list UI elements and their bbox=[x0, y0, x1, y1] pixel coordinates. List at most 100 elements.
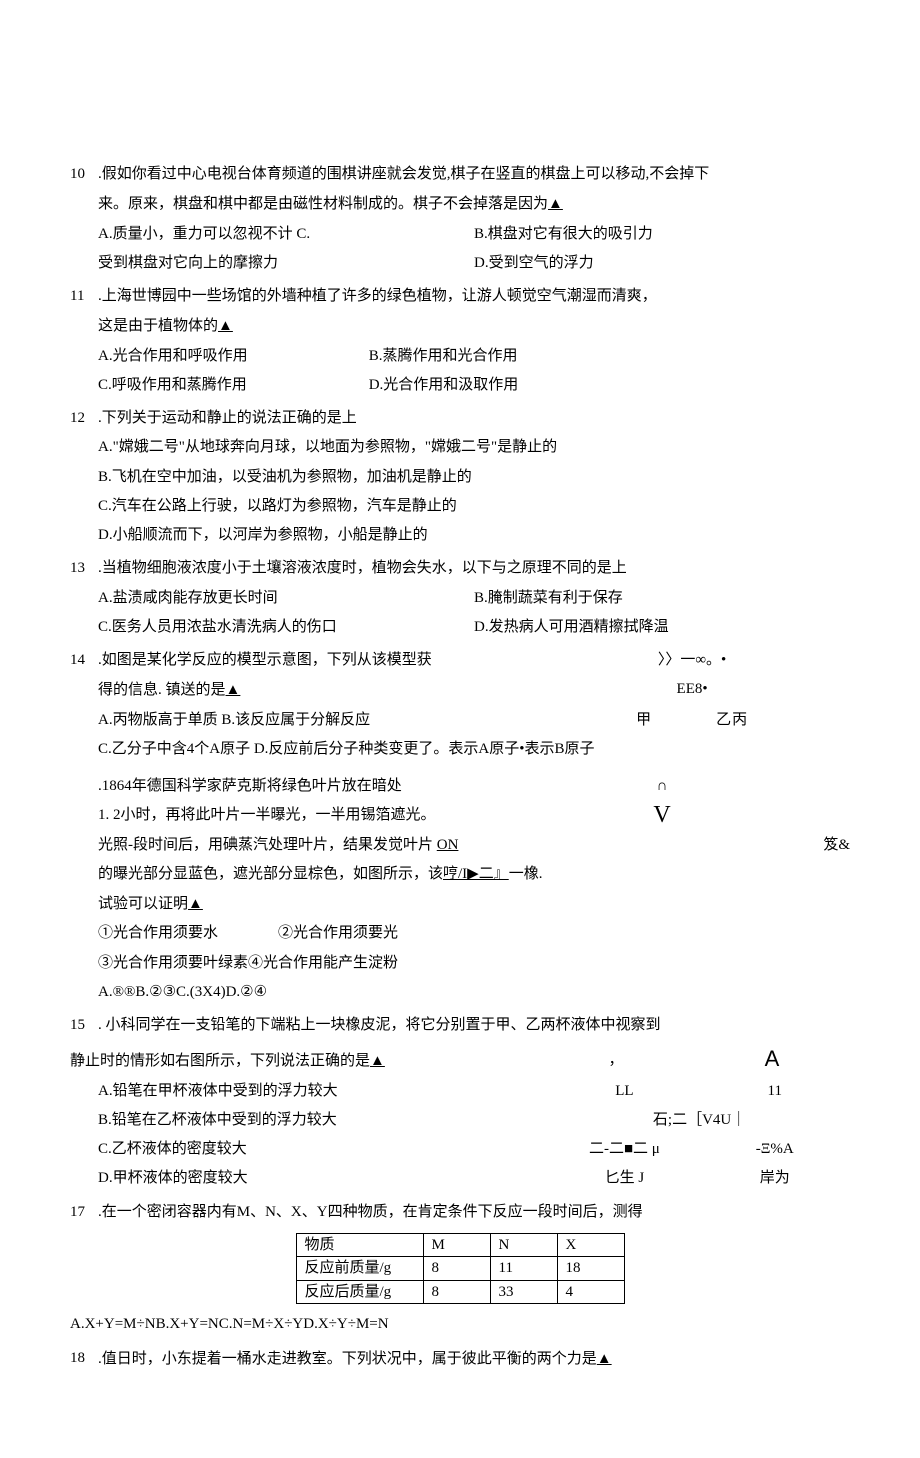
q16-r2a: ， bbox=[538, 1046, 694, 1076]
q16-number: 15 bbox=[70, 1011, 98, 1040]
q10-opt-d: D.受到空气的浮力 bbox=[474, 249, 850, 278]
q10-opts-row1: A.质量小，重力可以忽视不计 C. B.棋盘对它有很大的吸引力 bbox=[98, 220, 850, 249]
q16-rd2: 岸为 bbox=[700, 1164, 850, 1193]
cell: X bbox=[557, 1233, 624, 1257]
q13-number: 13 bbox=[70, 554, 98, 583]
q15a-choices: A.®®B.②③C.(3X4)D.②④ bbox=[98, 978, 850, 1007]
q16-ra2: 11 bbox=[700, 1077, 850, 1106]
q17-table: 物质 M N X 反应前质量/g 8 11 18 反应后质量/g 8 33 4 bbox=[296, 1233, 625, 1305]
q16-line2: 静止时的情形如右图所示，下列说法正确的是▲ ， A bbox=[70, 1046, 850, 1076]
question-16: 15 . 小科同学在一支铅笔的下端粘上一块橡皮泥，将它分别置于甲、乙两杯液体中视… bbox=[70, 1011, 850, 1194]
q13-opt-a: A.盐渍咸肉能存放更长时间 bbox=[98, 584, 474, 613]
q13-opt-c: C.医务人员用浓盐水清洗病人的伤口 bbox=[98, 613, 474, 642]
q18-number: 18 bbox=[70, 1344, 98, 1374]
q14-text1: .如图是某化学反应的模型示意图，下列从该模型获 bbox=[98, 646, 534, 675]
q16-rc2: -Ξ%A bbox=[700, 1135, 850, 1164]
q12-opt-d: D.小船顺流而下，以河岸为参照物，小船是静止的 bbox=[98, 521, 850, 550]
q10-opt-b: B.棋盘对它有很大的吸引力 bbox=[474, 220, 850, 249]
cell: 反应前质量/g bbox=[296, 1257, 423, 1281]
cell: 4 bbox=[557, 1280, 624, 1304]
q15a-right3: 笈& bbox=[790, 831, 850, 860]
question-13: 13 .当植物细胞液浓度小于土壤溶液浓度时，植物会失水，以下与之原理不同的是上 … bbox=[70, 554, 850, 642]
q12-opt-c: C.汽车在公路上行驶，以路灯为参照物，汽车是静止的 bbox=[98, 492, 850, 521]
q18-stem: 18 .值日时，小东提着一桶水走进教室。下列状况中，属于彼此平衡的两个力是▲ bbox=[70, 1344, 850, 1374]
q10-stem-line2: 来。原来，棋盘和棋中都是由磁性材料制成的。棋子不会掉落是因为▲ bbox=[98, 189, 850, 219]
q12-opt-a: A."嫦娥二号"从地球奔向月球，以地面为参照物，"嫦娥二号"是静止的 bbox=[98, 433, 850, 462]
blank-triangle: ▲ bbox=[548, 195, 563, 212]
q14-number: 14 bbox=[70, 646, 98, 675]
q17-number: 17 bbox=[70, 1198, 98, 1227]
q16-opt-c: C.乙杯液体的密度较大 bbox=[98, 1135, 549, 1164]
q15a-text3: 光照-段时间后，用碘蒸汽处理叶片，结果发觉叶片 bbox=[98, 837, 437, 853]
q12-text: .下列关于运动和静止的说法正确的是上 bbox=[98, 404, 850, 433]
q16-ra: LL bbox=[549, 1077, 699, 1106]
q15a-tail4: 一橡. bbox=[509, 866, 543, 882]
cell: 18 bbox=[557, 1257, 624, 1281]
question-11: 11 .上海世博园中一些场馆的外墙种植了许多的绿色植物，让游人顿觉空气潮湿而清爽… bbox=[70, 282, 850, 400]
cell: 反应后质量/g bbox=[296, 1280, 423, 1304]
q15a-text2: 1. 2小时，再将此叶片一半曝光，一半用锡箔遮光。 bbox=[98, 801, 587, 830]
q14-text2: 得的信息. 镇送的是 bbox=[98, 682, 226, 698]
q15a-text1: .1864年德国科学家萨克斯将绿色叶片放在暗处 bbox=[98, 772, 587, 801]
blank-triangle: ▲ bbox=[188, 895, 203, 912]
table-row: 反应前质量/g 8 11 18 bbox=[296, 1257, 624, 1281]
q16-rc: 二-二■二 μ bbox=[549, 1135, 699, 1164]
q18-text: .值日时，小东提着一桶水走进教室。下列状况中，属于彼此平衡的两个力是 bbox=[98, 1351, 597, 1367]
blank-triangle: ▲ bbox=[597, 1350, 612, 1367]
cell: M bbox=[423, 1233, 490, 1257]
q10-text2: 来。原来，棋盘和棋中都是由磁性材料制成的。棋子不会掉落是因为 bbox=[98, 196, 548, 212]
q15a-line1: .1864年德国科学家萨克斯将绿色叶片放在暗处 ∩ bbox=[98, 772, 850, 801]
q14-fig2: EE8• bbox=[534, 675, 850, 705]
q11-text1: .上海世博园中一些场馆的外墙种植了许多的绿色植物，让游人顿觉空气潮湿而清爽， bbox=[98, 282, 850, 311]
q14-fig-label: 甲 乙丙 bbox=[534, 706, 850, 735]
q12-number: 12 bbox=[70, 404, 98, 433]
q13-opts-row1: A.盐渍咸肉能存放更长时间 B.腌制蔬菜有利于保存 bbox=[98, 584, 850, 613]
q11-opt-c: C.呼吸作用和蒸腾作用 bbox=[98, 371, 369, 400]
question-10: 10 .假如你看过中心电视台体育频道的围棋讲座就会发觉,棋子在竖直的棋盘上可以移… bbox=[70, 160, 850, 278]
q10-stem-line1: 10 .假如你看过中心电视台体育频道的围棋讲座就会发觉,棋子在竖直的棋盘上可以移… bbox=[70, 160, 850, 189]
q16-line2-left: 静止时的情形如右图所示，下列说法正确的是▲ bbox=[70, 1046, 538, 1076]
cell: N bbox=[490, 1233, 557, 1257]
q15a-line4: 的曝光部分显蓝色，遮光部分显棕色，如图所示，该哼/I▶二』一橡. bbox=[98, 860, 850, 889]
question-14: 14 .如图是某化学反应的模型示意图，下列从该模型获 〉〉一∞。• 得的信息. … bbox=[70, 646, 850, 764]
q18-body: .值日时，小东提着一桶水走进教室。下列状况中，属于彼此平衡的两个力是▲ bbox=[98, 1344, 850, 1374]
table-row: 物质 M N X bbox=[296, 1233, 624, 1257]
q17-text: .在一个密闭容器内有M、N、X、Y四种物质，在肯定条件下反应一段时间后，测得 bbox=[98, 1198, 850, 1227]
q15a-line2: 1. 2小时，再将此叶片一半曝光，一半用锡箔遮光。 V bbox=[98, 801, 850, 830]
q15a-opts34: ③光合作用须要叶绿素④光合作用能产生淀粉 bbox=[98, 949, 850, 978]
cell: 11 bbox=[490, 1257, 557, 1281]
q15a-text5: 试验可以证明 bbox=[98, 896, 188, 912]
q13-text: .当植物细胞液浓度小于土壤溶液浓度时，植物会失水，以下与之原理不同的是上 bbox=[98, 554, 850, 583]
blank-triangle: ▲ bbox=[370, 1052, 385, 1069]
table-row: 反应后质量/g 8 33 4 bbox=[296, 1280, 624, 1304]
q14-line3: A.丙物版高于单质 B.该反应属于分解反应 甲 乙丙 bbox=[98, 706, 850, 735]
q14-fig1: 〉〉一∞。• bbox=[534, 646, 850, 675]
cell: 8 bbox=[423, 1280, 490, 1304]
q16-opt-d: D.甲杯液体的密度较大 bbox=[98, 1164, 549, 1193]
blank-triangle: ▲ bbox=[226, 681, 241, 698]
q14-opt-cd: C.乙分子中含4个A原子 D.反应前后分子种类变更了。表示A原子•表示B原子 bbox=[98, 735, 850, 764]
q11-number: 11 bbox=[70, 282, 98, 311]
q16-rb: 石;二［V4U｜ bbox=[549, 1106, 850, 1135]
q15a-fig2: V bbox=[587, 801, 737, 830]
q14-line2: 得的信息. 镇送的是▲ EE8• bbox=[98, 675, 850, 705]
q11-stem-line1: 11 .上海世博园中一些场馆的外墙种植了许多的绿色植物，让游人顿觉空气潮湿而清爽… bbox=[70, 282, 850, 311]
q16-text2: 静止时的情形如右图所示，下列说法正确的是 bbox=[70, 1053, 370, 1069]
q15a-text4: 的曝光部分显蓝色，遮光部分显棕色，如图所示，该 bbox=[98, 866, 443, 882]
q14-opt-ab: A.丙物版高于单质 B.该反应属于分解反应 bbox=[98, 706, 534, 735]
q16-row-c: C.乙杯液体的密度较大 二-二■二 μ -Ξ%A bbox=[98, 1135, 850, 1164]
q15a-u4: 哼/I▶二』 bbox=[443, 866, 509, 882]
q13-stem: 13 .当植物细胞液浓度小于土壤溶液浓度时，植物会失水，以下与之原理不同的是上 bbox=[70, 554, 850, 583]
q14-text2-wrap: 得的信息. 镇送的是▲ bbox=[98, 675, 534, 705]
q16-row-d: D.甲杯液体的密度较大 匕生 J 岸为 bbox=[98, 1164, 850, 1193]
cell: 33 bbox=[490, 1280, 557, 1304]
q11-opt-b: B.蒸腾作用和光合作用 bbox=[369, 342, 518, 371]
q16-text: . 小科同学在一支铅笔的下端粘上一块橡皮泥，将它分别置于甲、乙两杯液体中视察到 bbox=[98, 1011, 850, 1040]
q16-r2b: A bbox=[694, 1046, 850, 1076]
q15a-text3-wrap: 光照-段时间后，用碘蒸汽处理叶片，结果发觉叶片 ON bbox=[98, 831, 790, 860]
q16-opt-a: A.铅笔在甲杯液体中受到的浮力较大 bbox=[98, 1077, 549, 1106]
q11-opts-row1: A.光合作用和呼吸作用 B.蒸腾作用和光合作用 bbox=[98, 342, 850, 371]
q11-text2: 这是由于植物体的 bbox=[98, 318, 218, 334]
question-18: 18 .值日时，小东提着一桶水走进教室。下列状况中，属于彼此平衡的两个力是▲ bbox=[70, 1344, 850, 1374]
q16-opt-b: B.铅笔在乙杯液体中受到的浮力较大 bbox=[98, 1106, 549, 1135]
